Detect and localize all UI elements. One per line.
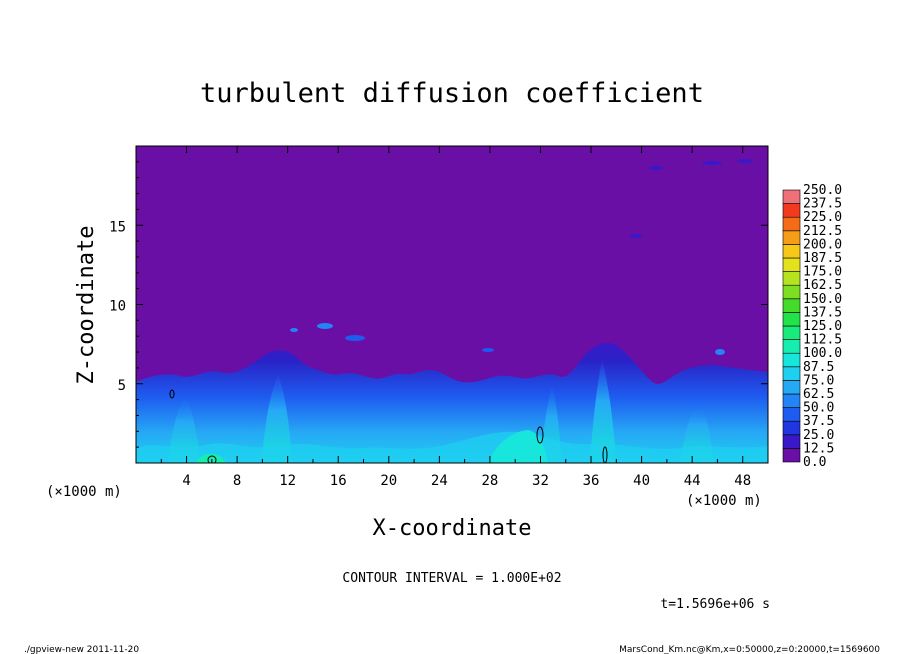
colorbar-label: 250.0 — [803, 183, 842, 198]
colorbar-swatch — [782, 244, 801, 259]
x-axis-unit-right: (×1000 m) — [686, 493, 762, 509]
blob-1 — [317, 323, 333, 329]
blob-4 — [702, 161, 722, 165]
x-tick-label: 44 — [684, 473, 701, 489]
x-tick-label: 40 — [633, 473, 650, 489]
contour-1 — [536, 426, 544, 444]
chart-title: turbulent diffusion coefficient — [200, 78, 704, 109]
colorbar-label: 75.0 — [803, 373, 834, 388]
colorbar-label: 150.0 — [803, 292, 842, 307]
colorbar-swatch — [782, 257, 801, 272]
y-axis-label: Z-coordinate — [74, 226, 99, 385]
colorbar-label: 50.0 — [803, 401, 834, 416]
colorbar-label: 237.5 — [803, 197, 842, 212]
plume-3 — [168, 395, 200, 463]
blob-2 — [345, 335, 365, 341]
contour-2 — [602, 446, 608, 463]
colorbar-label: 25.0 — [803, 428, 834, 443]
colorbar-label: 0.0 — [803, 455, 826, 470]
colorbar-label: 137.5 — [803, 305, 842, 320]
colorbar-label: 125.0 — [803, 319, 842, 334]
ground-band — [136, 431, 768, 463]
turbulence-field — [136, 159, 768, 463]
blob-3 — [290, 328, 298, 332]
colorbar-swatch — [782, 393, 801, 408]
footer-right: MarsCond_Km.nc@Km,x=0:50000,z=0:20000,t=… — [619, 645, 880, 654]
colorbar-label: 162.5 — [803, 278, 842, 293]
x-tick-label: 8 — [233, 473, 241, 489]
x-tick-label: 48 — [734, 473, 751, 489]
colorbar-swatch — [782, 407, 801, 422]
colorbar-swatch — [782, 230, 801, 245]
blob-5 — [737, 159, 753, 163]
colorbar-label: 100.0 — [803, 346, 842, 361]
time-label: t=1.5696e+06 s — [660, 597, 770, 612]
contour-3 — [207, 455, 217, 463]
plume-2 — [590, 360, 616, 463]
colorbar-swatch — [782, 189, 801, 204]
colorbar-label: 175.0 — [803, 265, 842, 280]
contour-4 — [169, 389, 175, 399]
colorbar-swatch — [782, 298, 801, 313]
x-tick-label: 12 — [279, 473, 296, 489]
colorbar-label: 200.0 — [803, 237, 842, 252]
colorbar-label: 87.5 — [803, 360, 834, 375]
y-tick-label: 10 — [109, 299, 126, 315]
colorbar-label: 212.5 — [803, 224, 842, 239]
blob-6 — [649, 166, 663, 170]
ground-hotspot-2 — [196, 454, 226, 463]
x-tick-label: 32 — [532, 473, 549, 489]
colorbar-label: 187.5 — [803, 251, 842, 266]
colorbar-label: 37.5 — [803, 414, 834, 429]
blob-9 — [630, 234, 642, 238]
colorbar-label: 225.0 — [803, 210, 842, 225]
x-tick-label: 24 — [431, 473, 448, 489]
y-axis-ticks: 5 10 15 — [109, 161, 768, 448]
x-axis-ticks: 4 8 12 16 20 24 28 32 36 40 44 48 — [160, 146, 751, 489]
colorbar-swatch — [782, 284, 801, 300]
colorbar-swatch — [782, 448, 801, 463]
y-tick-label: 5 — [118, 378, 126, 394]
colorbar-label: 62.5 — [803, 387, 834, 402]
colorbar-label: 112.5 — [803, 333, 842, 348]
colorbar: 0.012.525.037.550.062.575.087.5100.0112.… — [782, 183, 842, 470]
colorbar-label: 12.5 — [803, 441, 834, 456]
x-tick-label: 16 — [330, 473, 347, 489]
footer-left: ./gpview-new 2011-11-20 — [24, 645, 139, 654]
colorbar-swatch — [782, 380, 801, 395]
colorbar-swatch — [782, 216, 801, 232]
colorbar-swatch — [782, 352, 801, 368]
blob-8 — [482, 348, 494, 352]
colorbar-swatch — [782, 271, 801, 286]
y-tick-label: 15 — [109, 219, 126, 235]
x-tick-label: 36 — [583, 473, 600, 489]
contour-interval: CONTOUR INTERVAL = 1.000E+02 — [342, 571, 561, 586]
colorbar-swatch — [782, 203, 801, 218]
x-tick-label: 28 — [481, 473, 498, 489]
colorbar-swatch — [782, 366, 801, 381]
colorbar-swatch — [782, 339, 801, 354]
ground-hotspot — [488, 430, 548, 463]
x-tick-label: 4 — [182, 473, 190, 489]
x-tick-label: 20 — [380, 473, 397, 489]
colorbar-swatch — [782, 434, 801, 449]
colorbar-swatch — [782, 420, 801, 436]
x-axis-label: X-coordinate — [373, 516, 532, 541]
x-axis-unit-left: (×1000 m) — [46, 484, 122, 500]
colorbar-swatch — [782, 312, 801, 327]
blob-7 — [715, 349, 725, 355]
colorbar-swatch — [782, 325, 801, 340]
plume-1 — [262, 375, 292, 463]
